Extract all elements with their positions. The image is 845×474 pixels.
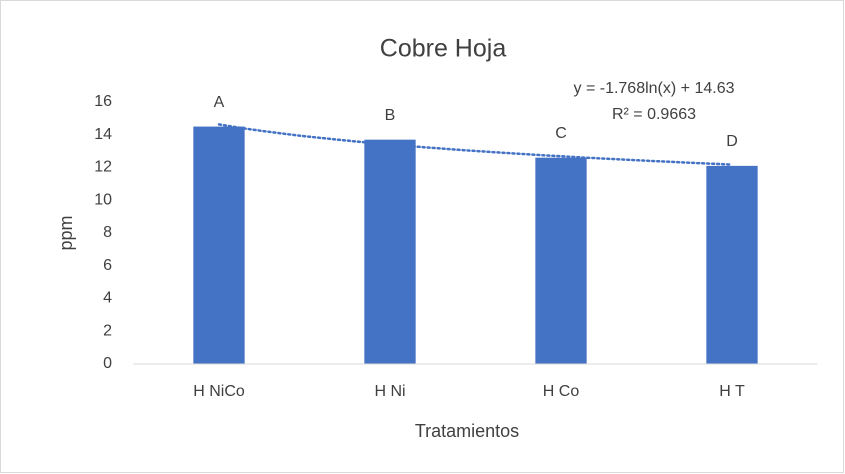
- x-tick-label: H NiCo: [193, 383, 245, 400]
- x-tick-label: H Co: [543, 383, 580, 400]
- y-tick-label: 4: [103, 290, 112, 307]
- y-tick-label: 0: [103, 355, 112, 372]
- bar-letter: D: [726, 133, 738, 150]
- trendline: [217, 123, 734, 166]
- bar-letter: A: [214, 94, 225, 111]
- y-tick-label: 2: [103, 322, 112, 339]
- bar: [535, 157, 587, 364]
- y-tick-label: 14: [94, 126, 112, 143]
- y-tick-label: 6: [103, 257, 112, 274]
- x-axis-label: Tratamientos: [415, 421, 519, 441]
- bar: [193, 126, 245, 364]
- y-tick-label: 16: [94, 93, 112, 110]
- trend-equation: y = -1.768ln(x) + 14.63: [574, 80, 735, 97]
- y-tick-label: 10: [94, 191, 112, 208]
- bar: [706, 165, 758, 364]
- bar: [364, 139, 416, 364]
- chart-title: Cobre Hoja: [380, 35, 507, 63]
- y-tick-label: 8: [103, 224, 112, 241]
- y-tick-label: 12: [94, 159, 112, 176]
- bar-letter: B: [385, 107, 396, 124]
- bar-letter: C: [555, 125, 567, 142]
- y-axis-label: ppm: [56, 215, 76, 250]
- x-tick-label: H T: [719, 383, 745, 400]
- trend-r2: R² = 0.9663: [612, 106, 696, 123]
- x-tick-label: H Ni: [374, 383, 405, 400]
